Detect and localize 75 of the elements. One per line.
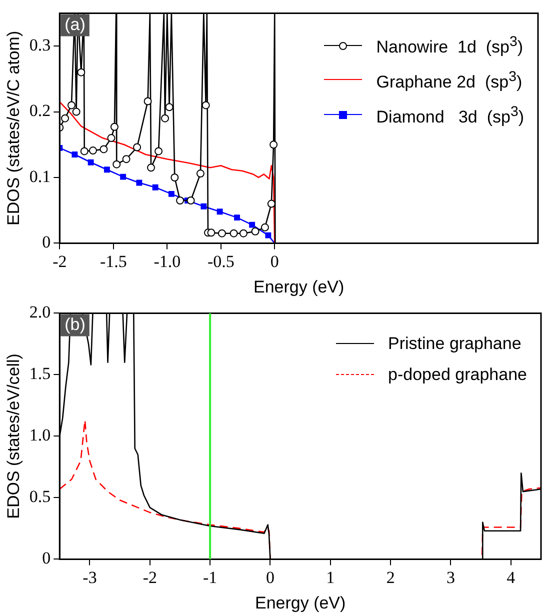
point: [104, 166, 110, 173]
y-tick-label: 1.0: [29, 426, 51, 445]
y-tick-label: 0.5: [29, 487, 51, 506]
point: [216, 208, 223, 215]
point: [88, 159, 94, 166]
point: [107, 134, 116, 142]
point: [72, 108, 80, 116]
point: [168, 190, 174, 197]
point: [239, 229, 248, 238]
x-tick-label: 2: [386, 568, 395, 587]
legend-label: Pristine graphane: [388, 334, 522, 354]
y-axis-title: EDOS (states/eV/cell): [4, 354, 23, 519]
point: [249, 222, 256, 228]
point: [234, 214, 240, 221]
y-tick-label: 1.5: [29, 364, 51, 384]
point: [61, 114, 70, 122]
point: [100, 145, 108, 154]
point: [154, 147, 163, 156]
point: [67, 101, 76, 110]
point: [218, 229, 226, 238]
point: [200, 203, 207, 210]
point: [80, 147, 88, 156]
x-tick-label: 1: [326, 568, 335, 587]
x-axis-title: Energy (eV): [253, 277, 344, 296]
point: [136, 180, 142, 186]
point: [202, 101, 210, 110]
point: [196, 170, 204, 178]
point: [267, 200, 276, 208]
point: [147, 164, 156, 172]
point: [207, 228, 216, 237]
point: [265, 232, 272, 238]
y-tick-label: 0: [42, 232, 51, 252]
x-tick-label: -1: [202, 568, 218, 587]
annotation: (b): [64, 314, 86, 334]
point: [110, 122, 118, 131]
x-tick-label: -1.0: [154, 252, 181, 271]
legend-label: Graphane 2d (sp$^{3}$): [376, 68, 522, 92]
y-tick-label: 0: [42, 548, 51, 568]
point: [186, 196, 195, 204]
x-tick-label: -2: [142, 568, 157, 587]
point: [77, 68, 86, 76]
y-tick-label: 0.1: [29, 166, 51, 186]
y-axis-title: EDOS (states/eV/C atom): [4, 30, 23, 226]
point: [170, 173, 179, 182]
x-tick-label: -2: [52, 252, 67, 271]
legend-label: Diamond 3d (sp$^{3}$): [376, 104, 524, 126]
point: [122, 155, 130, 164]
x-tick-label: -1.5: [100, 252, 127, 271]
point: [160, 114, 169, 122]
x-tick-label: -3: [82, 568, 97, 587]
x-tick-label: 4: [506, 568, 516, 587]
x-tick-label: 0: [266, 568, 274, 587]
point: [270, 140, 278, 149]
x-axis-title: Energy (eV): [254, 593, 346, 612]
x-tick-label: 3: [446, 568, 455, 587]
point: [112, 160, 121, 168]
point: [144, 97, 152, 106]
point: [165, 103, 174, 112]
x-tick-label: 0: [270, 252, 279, 271]
annotation: (a): [64, 14, 86, 34]
y-tick-label: 0.2: [29, 101, 51, 120]
point: [251, 227, 260, 236]
point: [230, 229, 238, 238]
legend-label: Nanowire 1d (sp$^{3}$): [376, 34, 524, 57]
y-tick-label: 2.0: [29, 302, 51, 322]
y-tick-label: 0.3: [29, 36, 51, 55]
point: [72, 152, 78, 158]
point: [88, 146, 97, 155]
point: [133, 143, 142, 152]
point: [176, 196, 184, 204]
point: [120, 174, 126, 180]
x-tick-label: -0.5: [207, 252, 234, 271]
point: [152, 184, 158, 190]
point: [260, 223, 269, 232]
legend-label: p-doped graphane: [388, 365, 527, 384]
